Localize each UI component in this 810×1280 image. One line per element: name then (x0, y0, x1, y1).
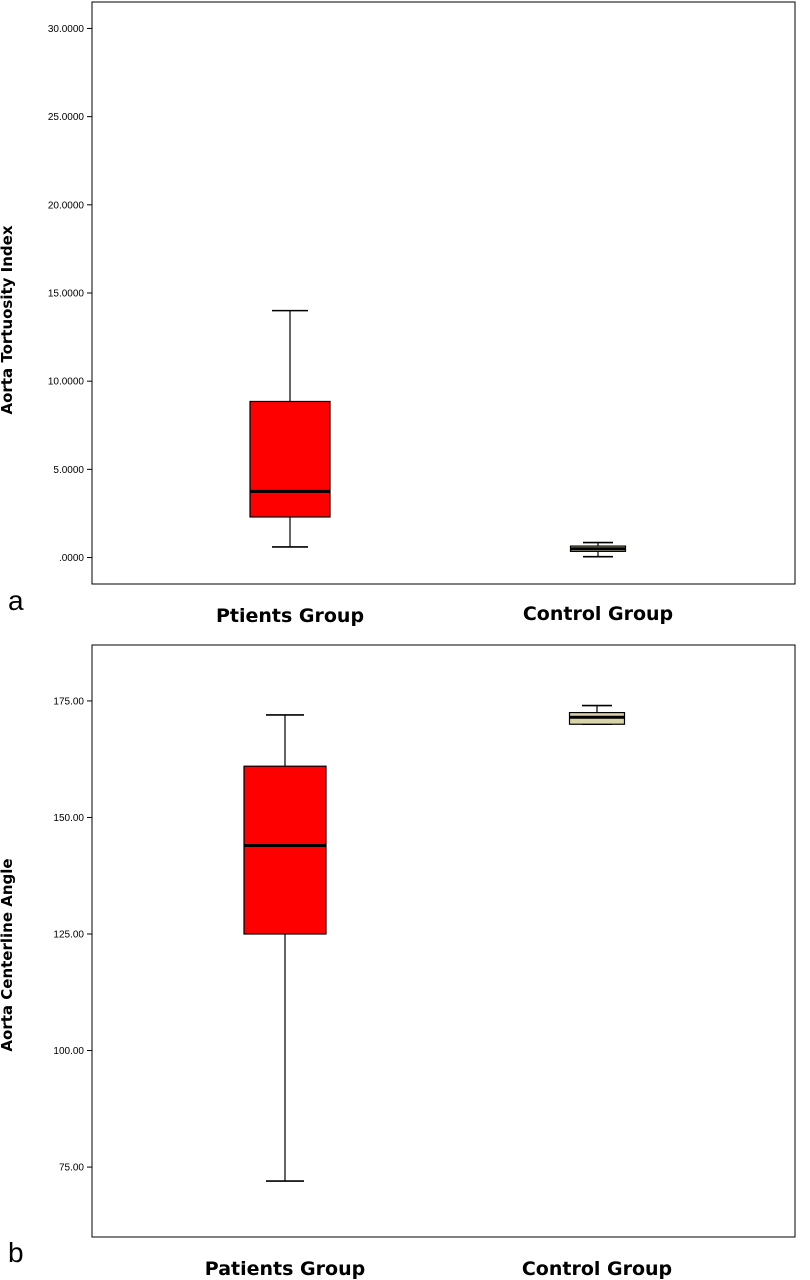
panel-a-category-label: Control Group (523, 603, 673, 625)
panel-a-plot-frame (91, 1, 796, 585)
panel-b-y-tick-label: 150.00 (53, 813, 84, 824)
panel-a-box-patients (249, 309, 331, 548)
panel-a-y-tick-label: 25.0000 (48, 112, 85, 123)
panel-b-y-tick-label: 125.00 (53, 930, 84, 941)
panel-b-y-tick-label: 75.00 (59, 1163, 84, 1174)
panel-b-plot-frame (91, 644, 796, 1238)
panel-b-box-control (568, 704, 626, 726)
iqr-box (249, 400, 331, 518)
panel-a-box-control (569, 541, 627, 558)
panel-a-category-label: Ptients Group (216, 605, 364, 627)
iqr-box (243, 765, 327, 935)
panel-a-chart: .0000 5.0000 10.0000 15.0000 20.0000 25.0000 3… (0, 1, 796, 627)
panel-a-y-tick-label: .0000 (59, 553, 84, 564)
panel-b-y-tick-label: 100.00 (53, 1046, 84, 1057)
panel-b-category-label: Patients Group (205, 1258, 365, 1280)
panel-b-label: b (8, 1237, 24, 1268)
panel-a-label: a (8, 585, 24, 616)
panel-a-y-tick-label: 10.0000 (48, 377, 85, 388)
panel-b-y-tick-label: 175.00 (53, 696, 84, 707)
panel-b-category-label: Control Group (522, 1258, 672, 1280)
panel-a-y-tick-label: 5.0000 (53, 465, 84, 476)
panel-a-y-tick-label: 20.0000 (48, 200, 85, 211)
panel-a-y-axis-label: Aorta Tortuosity Index (0, 225, 16, 414)
panel-a-y-tick-label: 15.0000 (48, 289, 85, 300)
panel-b-chart: 75.00 100.00 125.00 150.00 175.00 Aorta Cent… (0, 644, 796, 1280)
panel-b-box-patients (243, 714, 327, 1182)
panel-a-y-tick-label: 30.0000 (48, 24, 85, 35)
panel-b-y-axis-label: Aorta Centerline Angle (0, 858, 16, 1051)
